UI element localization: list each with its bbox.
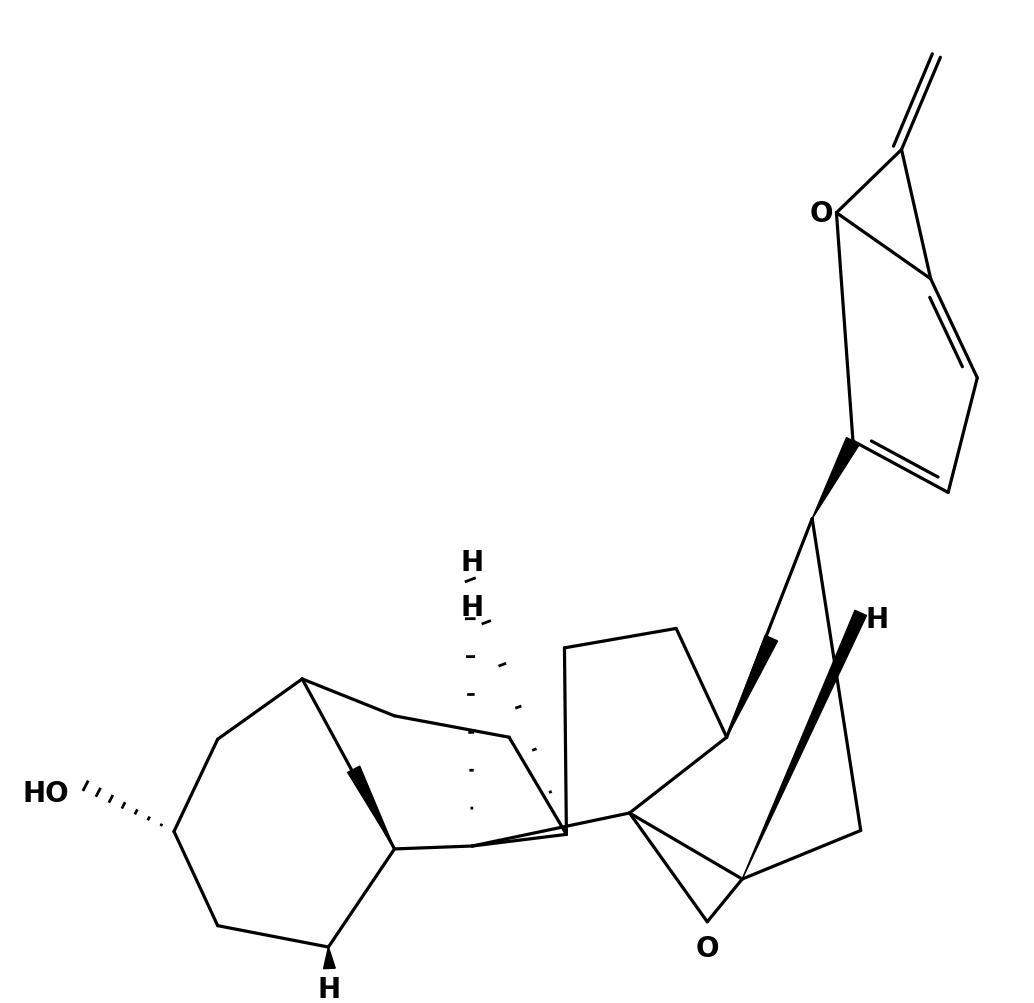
Text: O: O xyxy=(696,935,719,963)
Polygon shape xyxy=(812,438,859,520)
Polygon shape xyxy=(742,611,866,880)
Text: H: H xyxy=(865,605,888,633)
Text: H: H xyxy=(460,549,484,577)
Text: H: H xyxy=(317,975,341,1003)
Polygon shape xyxy=(347,766,395,850)
Polygon shape xyxy=(727,636,778,737)
Text: HO: HO xyxy=(23,778,69,806)
Text: H: H xyxy=(460,593,484,621)
Polygon shape xyxy=(324,947,335,969)
Text: O: O xyxy=(810,200,833,228)
